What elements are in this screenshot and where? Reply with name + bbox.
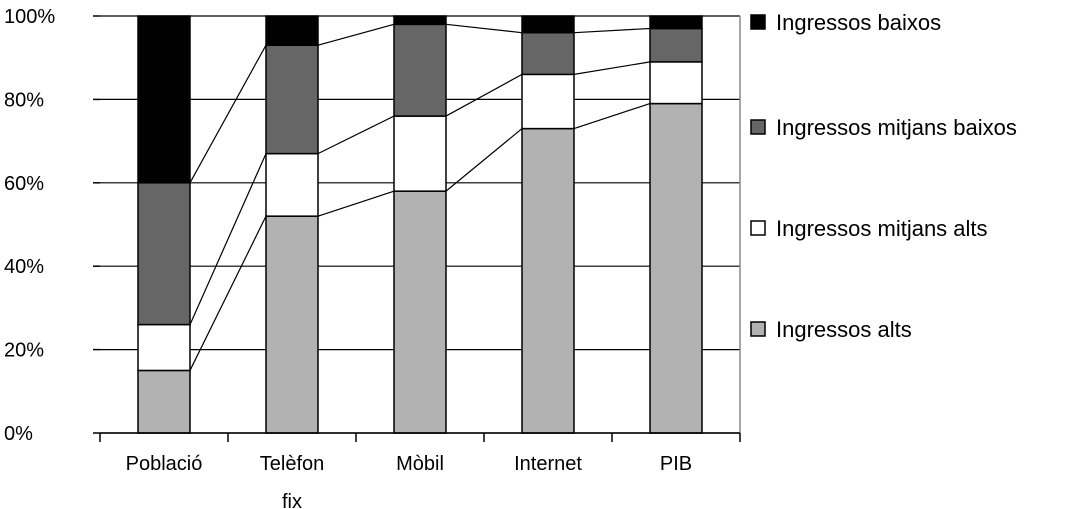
legend-swatch-ingressos-baixos	[750, 14, 766, 30]
bar-ingressos-alts-pib	[649, 102, 703, 434]
bar-ingressos-alts-poblacio	[137, 369, 191, 434]
legend-label-ingressos-alts: Ingressos alts	[776, 317, 912, 342]
bar-ingressos-baixos-mobil	[393, 15, 447, 26]
x-tick-label: Mòbil	[396, 453, 444, 475]
legend: Ingressos baixos Ingressos mitjans baixos…	[750, 10, 1017, 342]
connector-line	[445, 73, 523, 117]
legend-swatch-ingressos-mitjans-alts	[750, 220, 766, 236]
legend-swatch-ingressos-alts	[750, 321, 766, 337]
bar-ingressos-mitjans-baixos-mobil	[393, 23, 447, 117]
connector-line	[573, 27, 651, 34]
legend-label-ingressos-baixos: Ingressos baixos	[776, 10, 941, 35]
bar-ingressos-alts-telefon	[265, 215, 319, 434]
legend-swatch-ingressos-mitjans-baixos	[750, 119, 766, 135]
y-tick-label: 60%	[4, 173, 44, 195]
connector-line	[317, 23, 395, 46]
bar-ingressos-mitjans-baixos-poblacio	[137, 182, 191, 326]
connector-line	[317, 190, 395, 217]
y-tick-label: 20%	[4, 340, 44, 362]
bar-ingressos-mitjans-alts-internet	[521, 73, 575, 130]
bar-stacks	[137, 15, 703, 434]
connector-line	[573, 103, 651, 130]
connector-line	[189, 215, 267, 371]
x-tick-label: PIB	[660, 453, 692, 475]
bar-ingressos-mitjans-baixos-pib	[649, 27, 703, 63]
connector-lines	[189, 23, 651, 371]
y-tick-label: 80%	[4, 89, 44, 111]
bar-ingressos-mitjans-alts-pib	[649, 61, 703, 105]
bar-ingressos-baixos-pib	[649, 15, 703, 30]
x-tick-label: Telèfon	[260, 453, 325, 475]
legend-label-ingressos-mitjans-baixos: Ingressos mitjans baixos	[776, 115, 1017, 140]
bar-ingressos-mitjans-alts-mobil	[393, 115, 447, 192]
connector-line	[189, 153, 267, 325]
bar-ingressos-mitjans-alts-poblacio	[137, 323, 191, 372]
y-tick-labels: 0% 20% 40% 60% 80% 100%	[4, 6, 55, 445]
connector-line	[445, 128, 523, 192]
connector-line	[189, 44, 267, 184]
bar-ingressos-alts-internet	[521, 127, 575, 434]
bar-ingressos-baixos-telefon	[265, 15, 319, 46]
x-tick-label: Internet	[514, 453, 582, 475]
legend-label-ingressos-mitjans-alts: Ingressos mitjans alts	[776, 216, 988, 241]
y-tick-label: 100%	[4, 6, 55, 28]
y-tick-label: 0%	[4, 423, 33, 445]
bar-ingressos-mitjans-baixos-telefon	[265, 44, 319, 155]
bar-ingressos-mitjans-baixos-internet	[521, 31, 575, 76]
y-tick-label: 40%	[4, 256, 44, 278]
x-tick-label: fix	[282, 491, 302, 509]
axes	[93, 15, 741, 442]
x-tick-labels: Població Telèfon fix Mòbil Internet PIB	[126, 453, 692, 509]
bar-ingressos-baixos-poblacio	[137, 15, 191, 184]
bar-ingressos-baixos-internet	[521, 15, 575, 34]
x-tick-label: Població	[126, 453, 203, 475]
connector-line	[573, 61, 651, 75]
connector-line	[317, 115, 395, 155]
bar-ingressos-alts-mobil	[393, 190, 447, 434]
connector-line	[445, 23, 523, 34]
bar-ingressos-mitjans-alts-telefon	[265, 152, 319, 217]
